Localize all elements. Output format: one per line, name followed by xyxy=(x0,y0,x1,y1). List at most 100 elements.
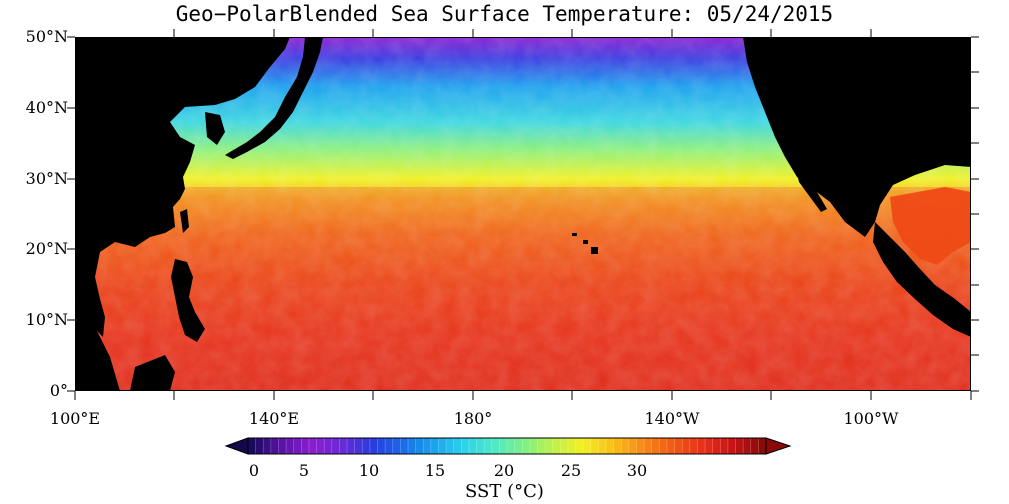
borneo-island xyxy=(130,355,175,391)
colorbar-cell xyxy=(567,438,577,454)
map-border xyxy=(75,37,971,391)
lon-label-180: 180° xyxy=(453,409,493,428)
colorbar-cell xyxy=(308,438,318,454)
colorbar-cell xyxy=(651,438,660,454)
hawaii-islands xyxy=(572,233,598,254)
colorbar-cell xyxy=(682,438,691,454)
colorbar-cell xyxy=(438,438,447,454)
colorbar-cell xyxy=(286,438,295,454)
colorbar-cell xyxy=(606,438,615,454)
lat-label-10n: 10°N xyxy=(25,310,68,329)
colorbar-cell xyxy=(468,438,478,454)
colorbar-cell xyxy=(354,438,363,454)
colorbar-cell xyxy=(400,438,409,454)
map-title: Geo−PolarBlended Sea Surface Temperature… xyxy=(175,2,834,26)
colorbar-cell xyxy=(430,438,439,454)
colorbar-tick-25: 25 xyxy=(560,461,582,480)
colorbar-cell xyxy=(750,438,759,454)
colorbar-cell xyxy=(331,438,340,454)
sst-map xyxy=(75,37,971,391)
colorbar-cell xyxy=(674,438,683,454)
colorbar-cell xyxy=(255,438,264,454)
colorbar-cell xyxy=(377,438,386,454)
colorbar-cell xyxy=(499,438,508,454)
colorbar-cell xyxy=(362,438,371,454)
colorbar-cell xyxy=(575,438,584,454)
colorbar-cell xyxy=(392,438,401,454)
lat-label-40n: 40°N xyxy=(25,98,68,117)
korea-landmass xyxy=(205,112,225,145)
colorbar-cell xyxy=(689,438,698,454)
lat-label-50n: 50°N xyxy=(25,27,68,46)
colorbar-cell xyxy=(324,438,333,454)
colorbar-cell xyxy=(545,438,554,454)
colorbar-cell xyxy=(659,438,668,454)
gulf-of-mexico xyxy=(890,187,971,265)
colorbar-cell xyxy=(720,438,729,454)
colorbar-cell xyxy=(636,438,645,454)
colorbar-cell xyxy=(758,438,767,454)
colorbar-cell xyxy=(590,438,599,454)
colorbar-tick-0: 0 xyxy=(248,461,260,480)
colorbar-cell xyxy=(347,438,356,454)
colorbar-tick-30: 30 xyxy=(626,461,648,480)
sst-map-canvas xyxy=(75,37,971,391)
colorbar-cell xyxy=(293,438,302,454)
colorbar-cell xyxy=(712,438,721,454)
colorbar-cell xyxy=(644,438,653,454)
lon-label-100e: 100°E xyxy=(49,409,101,428)
colorbar-cell xyxy=(270,438,279,454)
colorbar-cell xyxy=(522,438,531,454)
central-america-landmass xyxy=(873,222,971,337)
colorbar-low-arrow xyxy=(224,437,249,455)
colorbar-tick-10: 10 xyxy=(358,461,380,480)
colorbar-cell xyxy=(628,438,637,454)
colorbar-cell xyxy=(301,438,310,454)
colorbar-cell xyxy=(598,438,607,454)
colorbar-cell xyxy=(491,438,500,454)
north-america-landmass xyxy=(743,37,971,237)
taiwan-island xyxy=(180,209,189,233)
lon-label-100w: 100°W xyxy=(843,409,899,428)
colorbar-high-arrow xyxy=(765,437,792,455)
colorbar-cell xyxy=(415,438,424,454)
colorbar-cell xyxy=(529,438,538,454)
baja-california xyxy=(795,165,827,212)
colorbar-cell xyxy=(552,438,561,454)
colorbar-cell xyxy=(727,438,737,454)
colorbar-cell xyxy=(697,438,706,454)
japan-islands xyxy=(225,37,323,159)
land-masses xyxy=(75,37,971,391)
colorbar-cell xyxy=(385,438,394,454)
colorbar-cell xyxy=(560,438,569,454)
colorbar-cell xyxy=(263,438,272,454)
colorbar-tick-20: 20 xyxy=(493,461,515,480)
colorbar-cell xyxy=(369,438,378,454)
colorbar-cell xyxy=(666,438,676,454)
colorbar-cell xyxy=(507,438,516,454)
colorbar-tick-5: 5 xyxy=(298,461,310,480)
colorbar-title: SST (°C) xyxy=(465,481,544,502)
colorbar-cell xyxy=(743,438,752,454)
lon-label-140e: 140°E xyxy=(248,409,300,428)
indochina-landmass xyxy=(75,297,120,391)
colorbar-cell xyxy=(537,438,546,454)
philippines-islands xyxy=(171,259,205,342)
colorbar-cell xyxy=(316,438,325,454)
colorbar-cell xyxy=(248,438,257,454)
colorbar-cell xyxy=(446,438,455,454)
colorbar-cell xyxy=(423,438,432,454)
colorbar-cell xyxy=(278,438,287,454)
colorbar-cell xyxy=(476,438,485,454)
colorbar-cell xyxy=(621,438,630,454)
colorbar-cell xyxy=(514,438,523,454)
colorbar-border xyxy=(247,437,767,455)
lat-label-30n: 30°N xyxy=(25,169,68,188)
colorbar-cell xyxy=(461,438,470,454)
colorbar-cell xyxy=(339,438,348,454)
colorbar-cell xyxy=(613,438,622,454)
colorbar-tick-15: 15 xyxy=(424,461,446,480)
lat-label-equator: 0° xyxy=(49,381,68,400)
asia-landmass xyxy=(75,37,290,337)
colorbar-cell xyxy=(705,438,714,454)
